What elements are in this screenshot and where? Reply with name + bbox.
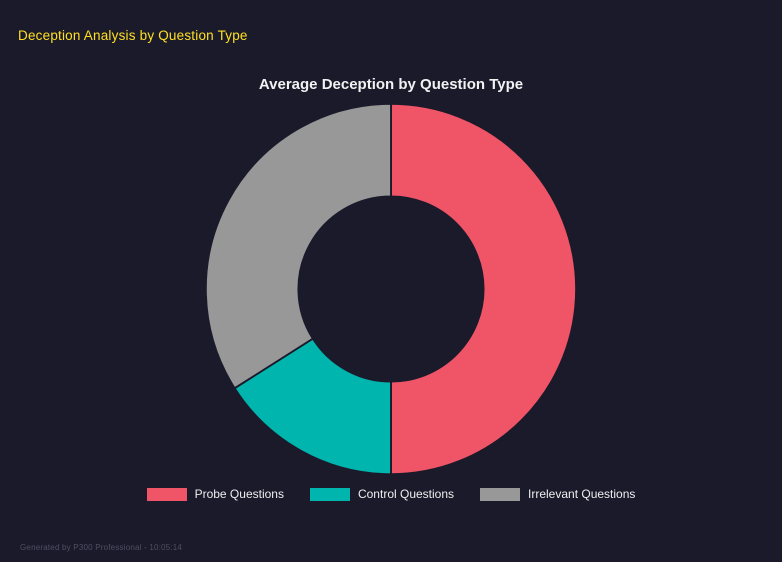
legend-swatch-probe	[146, 487, 187, 501]
page-title: Deception Analysis by Question Type	[18, 28, 248, 43]
donut-chart-wrap	[203, 101, 579, 477]
chart-title: Average Deception by Question Type	[258, 76, 524, 93]
chart-area: Average Deception by Question Type Probe…	[0, 76, 782, 501]
chart-legend: Probe Questions Control Questions Irrele…	[146, 487, 635, 501]
donut-segment-1[interactable]	[233, 337, 392, 476]
footer-note: Generated by P300 Professional - 10:05:1…	[20, 543, 183, 552]
donut-chart[interactable]	[203, 101, 579, 477]
donut-segment-0[interactable]	[390, 102, 578, 476]
legend-swatch-control	[309, 487, 350, 501]
donut-segment-2[interactable]	[204, 102, 392, 390]
legend-label-control: Control Questions	[357, 487, 455, 501]
legend-label-probe: Probe Questions	[194, 487, 284, 501]
legend-swatch-irrelevant	[480, 487, 521, 501]
legend-item-probe[interactable]: Probe Questions	[146, 487, 284, 501]
legend-item-irrelevant[interactable]: Irrelevant Questions	[480, 487, 635, 501]
legend-item-control[interactable]: Control Questions	[309, 487, 455, 501]
legend-label-irrelevant: Irrelevant Questions	[528, 487, 636, 501]
